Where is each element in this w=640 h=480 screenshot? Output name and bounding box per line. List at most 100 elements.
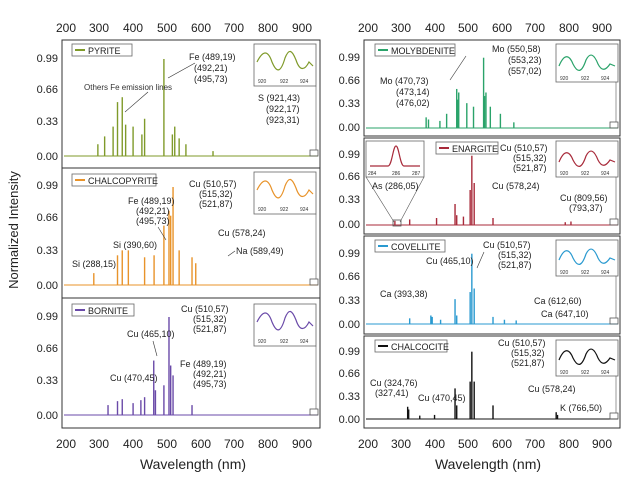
x-tick-label: 600 (191, 21, 211, 35)
y-tick-label: 0.00 (339, 414, 360, 426)
annotation: Cu (510,57) (498, 338, 546, 348)
x-tick-label: 700 (525, 437, 545, 451)
annotation: Mo (470,73) (380, 76, 429, 86)
x-tick-label: 300 (391, 437, 411, 451)
y-ticks: 0.99 0.66 0.33 0.00 (339, 149, 360, 231)
annotation: Others Fe emission lines (84, 83, 172, 92)
zoom-marker (309, 149, 319, 157)
annotation: S (921,43) (258, 93, 300, 103)
y-tick-label: 0.66 (339, 271, 360, 283)
y-tick-label: 0.99 (339, 52, 360, 64)
y-tick-label: 0.66 (37, 212, 58, 224)
annotation: Cu (465,10) (127, 329, 175, 339)
left-top-x-ticks: 200 300 400 500 600 700 800 900 (56, 21, 312, 35)
annotation: Cu (470,45) (110, 373, 158, 383)
y-tick-label: 0.66 (37, 84, 58, 96)
annotation: (793,37) (569, 203, 603, 213)
annotation-pointer (227, 250, 236, 257)
legend-label: MOLYBDENITE (391, 46, 455, 56)
x-axis-label-right: Wavelength (nm) (435, 456, 541, 472)
panel-covellite: 0.99 0.66 0.33 0.00 COVELLITE Cu (510,57… (339, 235, 621, 335)
inset-curve (256, 178, 314, 199)
x-tick-label: 900 (592, 21, 612, 35)
legend-box (71, 43, 133, 57)
annotation-pointer (167, 62, 196, 79)
annotation: Cu (578,24) (492, 181, 540, 191)
annotation: (473,14) (396, 87, 430, 97)
inset-box (253, 43, 317, 87)
x-tick-label: 800 (258, 437, 278, 451)
y-tick-label: 0.99 (339, 248, 360, 260)
y-tick-label: 0.66 (339, 171, 360, 183)
x-tick-label: 700 (224, 21, 244, 35)
y-tick-label: 0.66 (339, 368, 360, 380)
right-bottom-x-ticks: 200 300 400 500 600 700 800 900 (358, 437, 612, 451)
annotation: Cu (510,57) (181, 304, 229, 314)
legend-label: ENARGITE (452, 144, 498, 154)
x-tick-label: 400 (425, 21, 445, 35)
x-tick-label: 200 (358, 437, 378, 451)
inset-tick: 922 (280, 339, 289, 345)
annotation: Fe (489,19) (189, 52, 236, 62)
inset-curve (370, 145, 420, 167)
x-axis-label-left: Wavelength (nm) (140, 456, 246, 472)
annotation: (521,87) (498, 260, 532, 270)
annotation: (515,32) (199, 189, 233, 199)
x-tick-label: 600 (191, 437, 211, 451)
y-tick-label: 0.99 (339, 149, 360, 161)
legend-label: CHALCOPYRITE (88, 176, 158, 186)
zoom-connector (365, 176, 395, 223)
annotation: As (286,05) (372, 181, 419, 191)
y-tick-label: 0.33 (339, 295, 360, 307)
zoom-marker (309, 278, 319, 286)
legend-label: COVELLITE (391, 242, 441, 252)
x-tick-label: 900 (592, 437, 612, 451)
annotation: (492,21) (193, 369, 227, 379)
y-tick-label: 0.00 (339, 319, 360, 331)
y-tick-label: 0.00 (37, 410, 58, 422)
legend-box (374, 339, 448, 353)
x-tick-label: 800 (559, 21, 579, 35)
inset-tick: 922 (581, 370, 590, 376)
y-tick-label: 0.00 (37, 280, 58, 292)
inset-tick: 287 (412, 171, 421, 177)
annotation: Mo (550,58) (492, 44, 541, 54)
inset-curve (558, 54, 616, 71)
inset-curve (558, 248, 616, 265)
annotation: Cu (510,57) (500, 143, 548, 153)
annotation: (521,87) (199, 199, 233, 209)
inset-tick: 922 (280, 79, 289, 85)
annotation: (495,73) (136, 216, 170, 226)
zoom-connector (399, 176, 425, 223)
y-tick-label: 0.66 (339, 75, 360, 87)
inset-tick: 922 (581, 270, 590, 276)
y-ticks: 0.99 0.66 0.33 0.00 (37, 53, 58, 163)
annotation: Cu (578,24) (218, 228, 266, 238)
annotation: (923,31) (266, 115, 300, 125)
legend-label: CHALCOCITE (391, 342, 449, 352)
x-tick-label: 200 (56, 437, 76, 451)
inset-tick: 922 (581, 76, 590, 82)
annotation: (495,73) (194, 74, 228, 84)
annotation: (515,32) (193, 314, 227, 324)
legend: MOLYBDENITE (374, 43, 456, 57)
x-tick-label: 900 (292, 21, 312, 35)
right-top-x-ticks: 200 300 400 500 600 700 800 900 (358, 21, 612, 35)
annotation: K (766,50) (560, 403, 602, 413)
y-tick-label: 0.99 (37, 180, 58, 192)
x-tick-label: 800 (258, 21, 278, 35)
inset-box (253, 171, 317, 215)
inset-box (555, 43, 619, 83)
inset-curve (256, 310, 314, 331)
legend-box (374, 43, 456, 57)
x-tick-label: 600 (492, 437, 512, 451)
zoom-marker (609, 317, 619, 325)
annotation: (521,87) (513, 163, 547, 173)
x-tick-label: 500 (458, 21, 478, 35)
legend: PYRITE (71, 43, 133, 57)
annotation-pointer (124, 91, 149, 113)
y-tick-label: 0.00 (339, 219, 360, 231)
annotation: (515,32) (498, 250, 532, 260)
x-tick-label: 800 (559, 437, 579, 451)
x-tick-label: 500 (157, 437, 177, 451)
